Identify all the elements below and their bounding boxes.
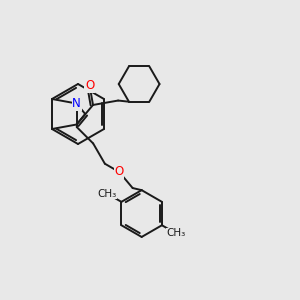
Text: CH₃: CH₃ bbox=[98, 189, 117, 199]
Text: O: O bbox=[115, 166, 124, 178]
Text: O: O bbox=[85, 79, 94, 92]
Text: N: N bbox=[72, 97, 81, 110]
Text: CH₃: CH₃ bbox=[167, 229, 186, 238]
